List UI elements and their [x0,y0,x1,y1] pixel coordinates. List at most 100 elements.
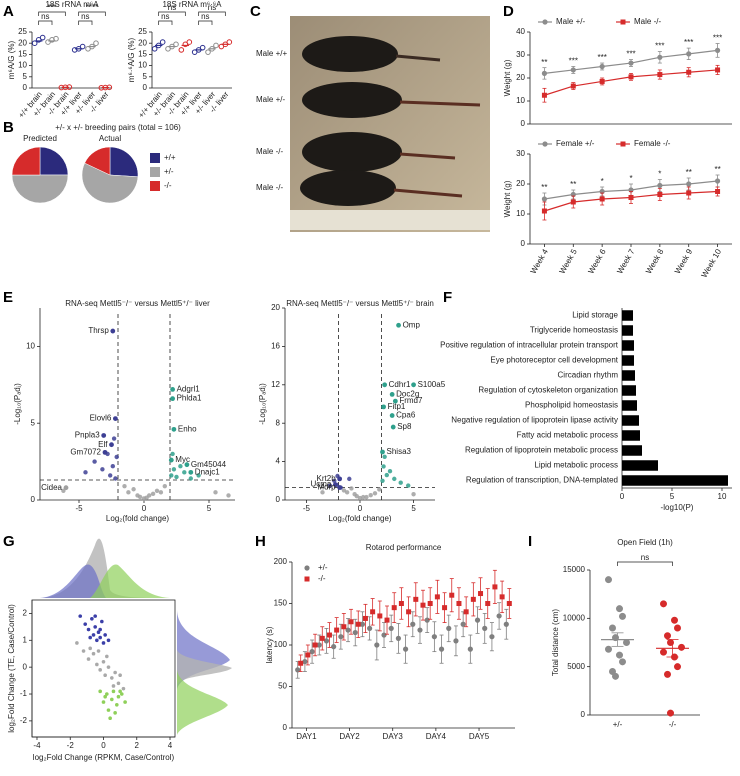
data-point [188,476,193,481]
data-point [96,649,101,653]
data-point [79,43,86,50]
data-point [101,700,106,704]
data-point [453,638,459,644]
y-tick-label: 20 [18,38,27,47]
gene-point [389,392,395,397]
data-point [686,181,692,187]
data-point [326,632,332,638]
y-tick-label: 10000 [563,613,586,622]
significance-label: ** [714,165,720,174]
data-point [332,478,337,483]
x-tick-label: Week 6 [586,247,608,275]
significance-bracket [617,561,673,566]
data-point [367,625,373,632]
data-point [674,624,681,632]
data-point [86,657,91,661]
chart-title: Open Field (1h) [617,538,673,547]
x-tick-label: -/- [669,720,677,729]
significance-label: *** [47,3,56,12]
significance-bracket [198,20,213,25]
pie-slice [39,146,69,176]
data-point [92,459,97,464]
data-point [90,617,94,621]
data-point [605,645,612,653]
data-point [446,625,452,632]
x-tick-label: DAY4 [426,732,447,741]
plot-frame [31,599,176,738]
gene-point [337,485,343,490]
data-point [105,692,109,696]
data-point [381,632,387,638]
data-point [628,74,634,80]
data-point [628,195,634,200]
data-point [113,711,117,715]
data-point [35,37,42,43]
y-tick-label: 10 [516,209,525,218]
data-point [474,617,481,623]
legend-label: Female +/- [556,139,595,148]
data-point [100,619,104,624]
y-tick-label: 0 [283,723,288,732]
x-tick-label: DAY2 [339,732,360,741]
significance-label: * [629,174,632,183]
data-point [398,480,403,485]
data-point [154,488,160,493]
category-label: Lipid storage [572,311,618,320]
data-point [162,483,167,489]
data-point [628,60,634,66]
gene-label: Gm7072 [70,447,101,456]
bar [622,400,637,411]
gene-label: Cdhr1 [389,380,411,389]
gene-label: Krt2b [317,474,337,483]
data-point [95,662,99,667]
data-point [101,641,106,645]
data-point [113,670,117,675]
data-point [541,196,548,202]
category-label: Regulation of lipoprotein metabolic proc… [465,446,618,455]
gene-label: Shisa3 [387,447,412,456]
bar [622,460,658,471]
data-point [413,596,419,602]
y-axis-label: Total distance (cm) [551,609,560,676]
gene-label: Doc2g [396,390,419,399]
data-point [86,627,91,632]
data-point [599,196,605,202]
data-point [380,478,385,483]
data-point [420,602,426,608]
data-point [374,642,380,648]
y-tick-label: -1 [20,689,28,698]
x-tick-label: 10 [718,492,727,501]
legend-swatch [150,153,160,163]
data-point [449,592,455,598]
data-point [338,634,344,640]
x-tick-label: 0 [142,504,147,513]
pie-slice [11,146,41,176]
legend-label: Female -/- [634,139,671,148]
panel-letter: F [443,289,452,306]
data-point [111,689,116,694]
y-tick-label: 0 [521,119,526,128]
gene-label: Adgrl1 [177,385,201,394]
significance-label: ns [81,12,89,21]
data-point [619,612,626,620]
y-axis-label: m⁶A/G (%) [7,40,16,79]
data-point [667,709,674,717]
data-point [91,651,96,656]
data-point [341,624,347,630]
data-point [103,673,107,678]
data-point [108,473,113,478]
photo-label: Male +/- [256,95,285,104]
significance-label: ns [168,3,176,12]
data-point [159,39,166,45]
data-point [213,42,219,49]
y-tick-label: 5 [23,72,28,81]
legend-marker [304,576,310,582]
gene-point [411,382,416,388]
y-tick-label: 20 [138,38,147,47]
data-point [570,199,576,205]
data-point [126,490,131,495]
gene-label: Elovl6 [90,414,112,423]
data-point [368,493,373,498]
gene-label: Myc [175,455,190,464]
data-point [660,648,667,656]
